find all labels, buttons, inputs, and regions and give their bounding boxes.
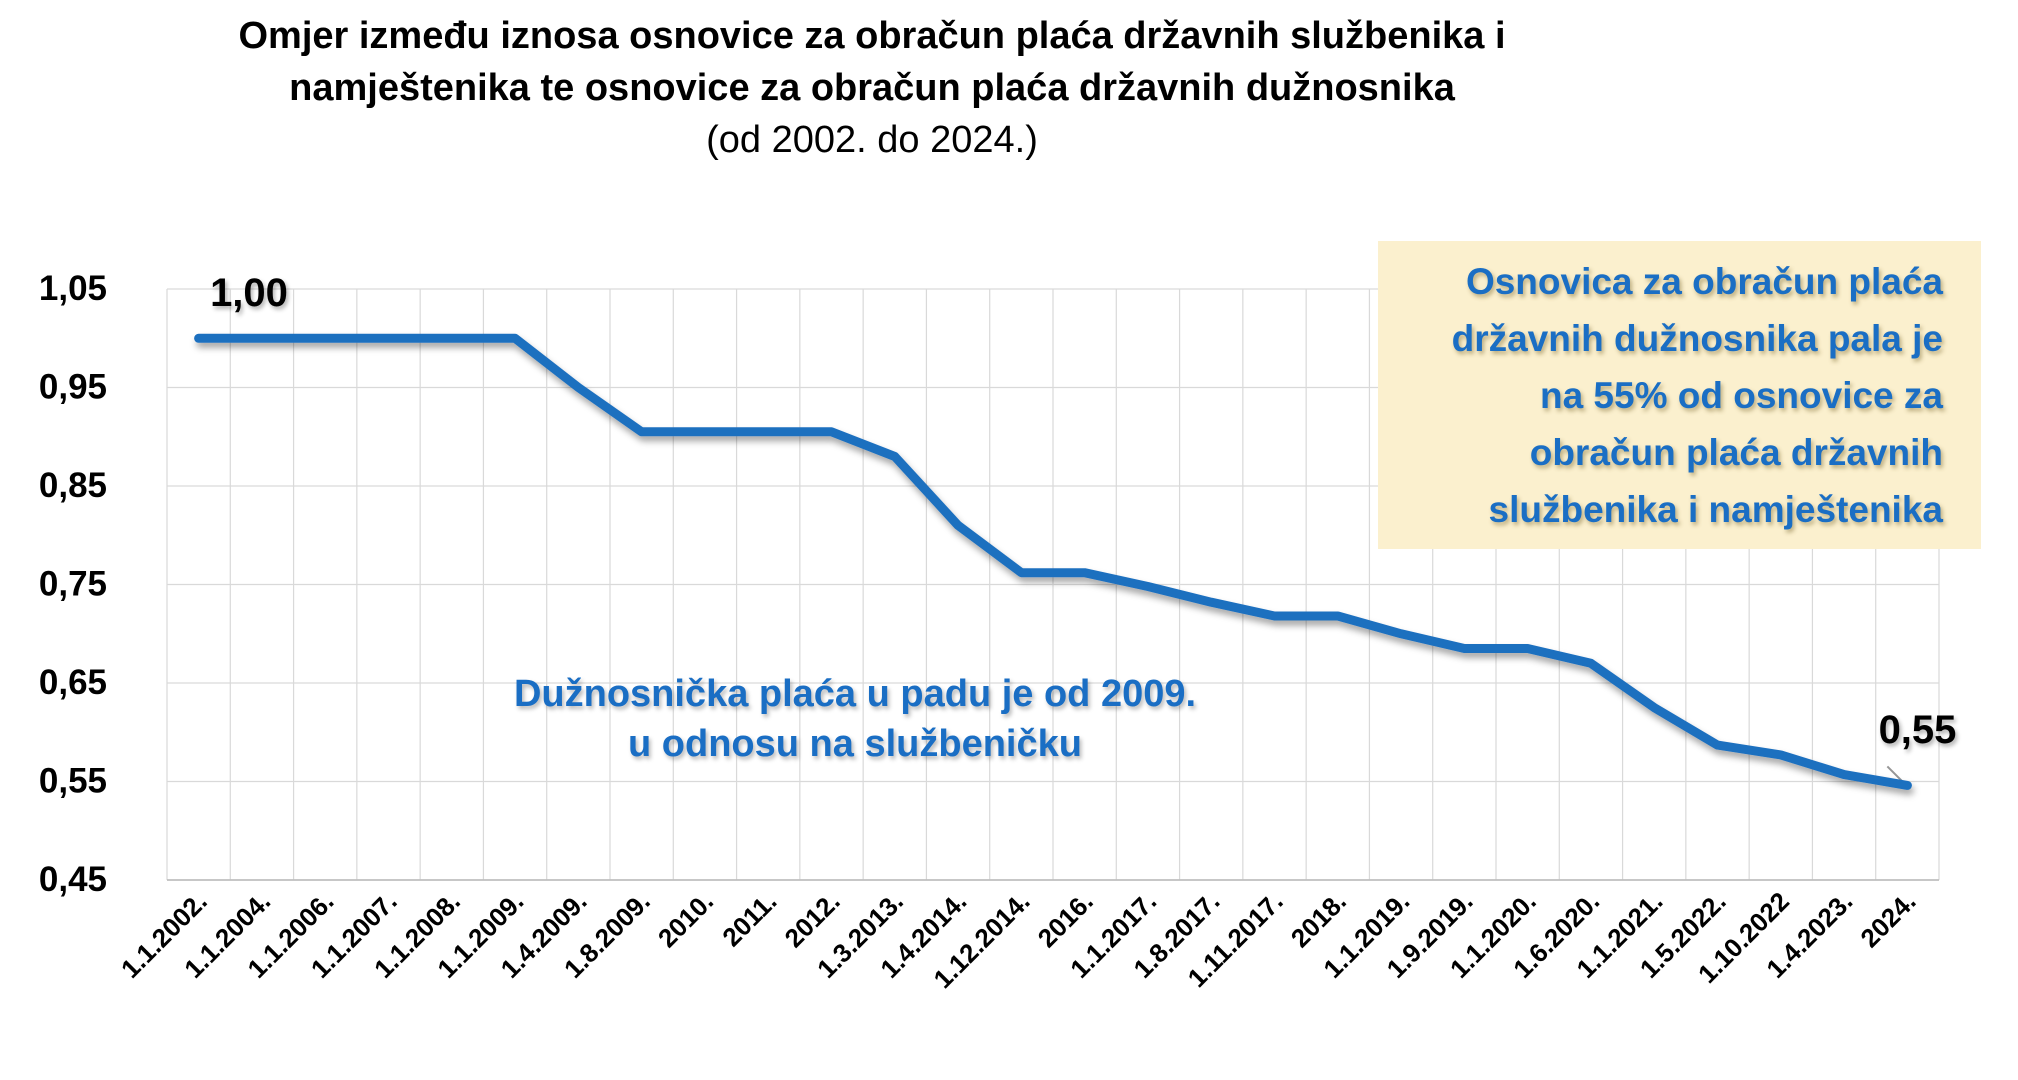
y-tick-label: 1,05 — [39, 269, 107, 308]
y-tick-label: 0,95 — [39, 368, 107, 407]
callout-line-1: Osnovica za obračun plaća — [1465, 261, 1943, 302]
callout-line-5: službenika i namještenika — [1488, 489, 1943, 530]
x-tick-label: 2011. — [716, 886, 782, 952]
callout-line-2: državnih dužnosnika pala je — [1451, 318, 1943, 359]
trend-note-line-1: Dužnosnička plaća u padu je od 2009. — [513, 673, 1197, 715]
ratio-series-line — [194, 333, 1912, 790]
x-tick-label: 2010. — [652, 886, 719, 953]
y-tick-label: 0,75 — [39, 565, 107, 604]
x-tick-label: 2024. — [1854, 886, 1921, 953]
y-tick-label: 0,45 — [39, 860, 107, 899]
title-line-1: Omjer između iznosa osnovice za obračun … — [238, 15, 1506, 57]
first-point-label: 1,00 — [210, 271, 288, 315]
y-tick-label: 0,85 — [39, 466, 107, 505]
title-line-2: namještenika te osnovice za obračun plać… — [289, 67, 1455, 109]
callout-line-3: na 55% od osnovice za — [1539, 375, 1943, 416]
trend-note-line-2: u odnosu na službeničku — [628, 723, 1082, 765]
callout-line-4: obračun plaća državnih — [1529, 432, 1943, 473]
y-tick-label: 0,65 — [39, 663, 107, 702]
title-line-3: (od 2002. do 2024.) — [706, 119, 1038, 161]
trend-note: Dužnosnička plaća u padu je od 2009. u o… — [430, 669, 1280, 769]
chart-title: Omjer između iznosa osnovice za obračun … — [0, 10, 1744, 166]
last-point-label: 0,55 — [1878, 708, 1957, 752]
callout-box: Osnovica za obračun plaća državnih dužno… — [1378, 241, 1981, 549]
y-tick-label: 0,55 — [39, 762, 107, 801]
